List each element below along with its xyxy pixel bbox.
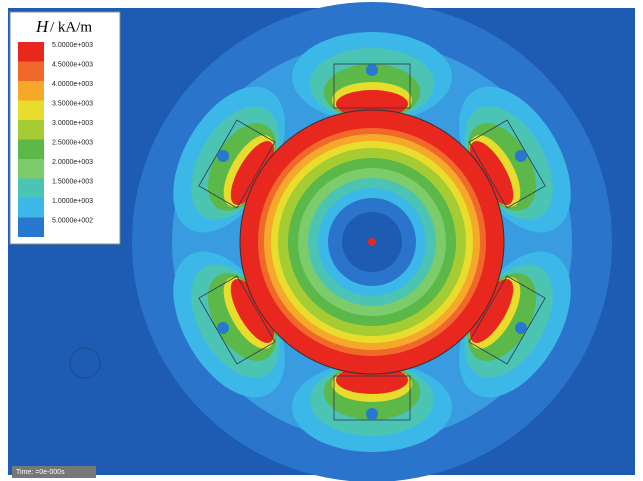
time-label: Time: =0e-000s [16, 469, 65, 476]
legend-swatch [18, 140, 44, 160]
legend-swatch [18, 159, 44, 179]
legend-title-unit: / kA/m [50, 19, 92, 35]
legend-swatch [18, 198, 44, 218]
legend-label: 3.0000e+003 [52, 120, 93, 127]
legend-label: 4.5000e+003 [52, 61, 93, 68]
pole-spot [366, 64, 378, 76]
pole-spot [366, 408, 378, 420]
legend-label: 5.0000e+003 [52, 42, 93, 49]
legend-swatch [18, 62, 44, 82]
field-plot: H / kA/m 5.0000e+003 4.5000e+003 4.0000e+0… [0, 0, 643, 481]
legend-label: 1.0000e+003 [52, 198, 93, 205]
legend-swatch [18, 218, 44, 238]
legend-swatch [18, 42, 44, 62]
legend-label: 1.5000e+003 [52, 178, 93, 185]
pole-lobe [292, 32, 452, 122]
legend-label: 5.0000e+002 [52, 217, 93, 224]
legend-label: 2.5000e+003 [52, 139, 93, 146]
legend-label: 2.0000e+003 [52, 159, 93, 166]
legend-swatch [18, 101, 44, 121]
legend-label: 3.5000e+003 [52, 100, 93, 107]
legend-swatch [18, 120, 44, 140]
legend-swatch [18, 179, 44, 199]
pole-lobe [292, 362, 452, 452]
legend-title-symbol: H [35, 17, 50, 36]
legend-swatch [18, 81, 44, 101]
legend-label: 4.0000e+003 [52, 81, 93, 88]
